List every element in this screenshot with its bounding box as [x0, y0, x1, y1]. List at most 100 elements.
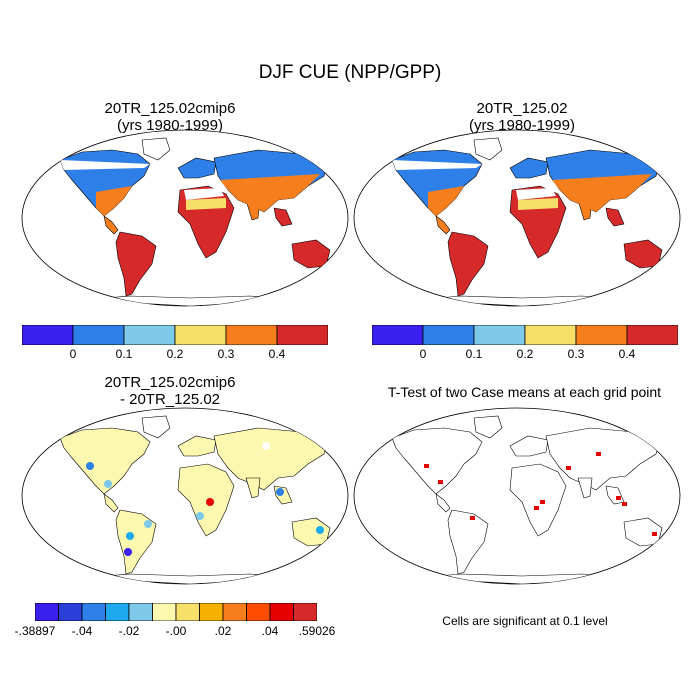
ticks3-label-2: -.02 — [118, 624, 140, 638]
panel2-title: 20TR_125.02 (yrs 1980-1999) — [362, 100, 682, 134]
cbar2-swatch-2 — [473, 325, 526, 345]
cbar1-swatch-1 — [72, 325, 125, 345]
map-panel-4 — [353, 407, 681, 585]
panel3-title-line2: - 20TR_125.02 — [119, 391, 221, 408]
cbar3-swatch-11 — [293, 603, 317, 621]
ticks1-label-2: 0.2 — [166, 347, 184, 361]
cbar3-swatch-6 — [175, 603, 200, 621]
map3-land-antarctica — [79, 573, 301, 584]
panel4-title: T-Test of two Case means at each grid po… — [387, 384, 662, 400]
map4-land-antarctica — [411, 573, 633, 584]
map2-arctic-band — [392, 160, 482, 170]
cbar2-swatch-0 — [372, 325, 424, 345]
ticks3-label-5: .04 — [261, 624, 279, 638]
map1-land-europe — [177, 157, 217, 179]
map1-sahel-band — [186, 198, 226, 210]
map4-land-greenland — [473, 415, 503, 439]
colorbar-ticks-panel-1: 0 0.1 0.2 0.3 0.4 — [22, 347, 328, 363]
map1-land-centralAmerica — [103, 215, 119, 235]
map4-sig-cell-1 — [438, 480, 443, 484]
map2-land-antarctica — [411, 295, 633, 306]
panel2-title-line1: 20TR_125.02 — [476, 100, 568, 117]
map1-sahara-band — [184, 188, 224, 200]
ticks2-label-1: 0.1 — [465, 347, 483, 361]
map4-sig-cell-8 — [566, 466, 571, 470]
cbar2-swatch-5 — [626, 325, 678, 345]
map3-diff-spot-5 — [196, 512, 204, 520]
cbar1-swatch-0 — [22, 325, 74, 345]
cbar3-swatch-3 — [105, 603, 130, 621]
panel1-title: 20TR_125.02cmip6 (yrs 1980-1999) — [10, 100, 330, 134]
ticks3-label-3: -.00 — [165, 624, 187, 638]
map3-diff-spot-8 — [276, 488, 284, 496]
ticks1-label-1: 0.1 — [115, 347, 133, 361]
cbar3-swatch-1 — [58, 603, 83, 621]
map4-sig-cell-3 — [534, 506, 539, 510]
colorbar-panel-1 — [22, 325, 328, 345]
map3-land-europe — [177, 435, 217, 457]
cbar3-swatch-4 — [128, 603, 153, 621]
map2-land-seAsia — [605, 207, 625, 227]
panel1-title-line2: (yrs 1980-1999) — [117, 117, 223, 134]
map4-land-group — [391, 415, 663, 584]
ticks2-label-3: 0.3 — [567, 347, 585, 361]
map4-sig-cell-9 — [596, 452, 601, 456]
ticks3-label-6: .59026 — [298, 624, 336, 638]
map4-sig-cell-4 — [616, 496, 621, 500]
map-panel-3 — [21, 407, 349, 585]
colorbar-panel-2 — [372, 325, 678, 345]
map2-land-group — [391, 137, 663, 306]
map1-asia-south-band — [220, 174, 320, 212]
map-panel-2 — [353, 129, 681, 307]
panel3-title-line1: 20TR_125.02cmip6 — [104, 374, 236, 391]
ticks3-label-4: .02 — [214, 624, 232, 638]
ticks3-label-0: -.38897 — [14, 624, 56, 638]
map1-land-southAmerica — [115, 231, 157, 297]
map4-land-india — [577, 477, 593, 499]
ticks2-label-0: 0 — [419, 347, 427, 361]
ticks1-label-0: 0 — [69, 347, 77, 361]
map2-asia-south-band — [552, 174, 652, 212]
map4-sig-cell-0 — [424, 464, 429, 468]
map4-land-europe — [509, 435, 549, 457]
figure-title: DJF CUE (NPP/GPP) — [258, 62, 442, 83]
cbar2-swatch-4 — [575, 325, 628, 345]
colorbar-panel-3 — [35, 603, 317, 621]
map2-land-centralAmerica — [435, 215, 451, 235]
map3-diff-spot-10 — [144, 520, 152, 528]
ticks3-label-1: -.04 — [71, 624, 93, 638]
ticks2-label-2: 0.2 — [516, 347, 534, 361]
cbar3-swatch-0 — [35, 603, 59, 621]
map4-land-centralAmerica — [435, 493, 451, 513]
map2-land-greenland — [473, 137, 503, 161]
map3-land-africa — [177, 463, 235, 537]
map2-land-southAmerica — [447, 231, 489, 297]
map4-land-southAmerica — [447, 509, 489, 575]
map1-land-greenland — [141, 137, 171, 161]
cbar1-swatch-5 — [276, 325, 328, 345]
ticks1-label-4: 0.4 — [268, 347, 286, 361]
map4-land-northAmerica — [391, 427, 483, 495]
map3-diff-spot-1 — [104, 480, 112, 488]
map2-sahel-band — [518, 198, 558, 210]
panel1-title-line1: 20TR_125.02cmip6 — [104, 100, 236, 117]
ticks2-label-4: 0.4 — [618, 347, 636, 361]
cbar3-swatch-9 — [246, 603, 271, 621]
map2-land-europe — [509, 157, 549, 179]
map3-land-greenland — [141, 415, 171, 439]
panel3-title: 20TR_125.02cmip6 - 20TR_125.02 — [10, 374, 330, 408]
map1-land-seAsia — [273, 207, 293, 227]
map2-na-south-band — [428, 186, 464, 216]
cbar2-swatch-3 — [524, 325, 577, 345]
colorbar-ticks-panel-2: 0 0.1 0.2 0.3 0.4 — [372, 347, 678, 363]
ticks1-label-3: 0.3 — [217, 347, 235, 361]
map2-sahara-band — [516, 188, 556, 200]
significance-note: Cells are significant at 0.1 level — [442, 614, 608, 628]
cbar1-swatch-3 — [174, 325, 227, 345]
cbar3-swatch-2 — [81, 603, 106, 621]
cbar3-swatch-5 — [152, 603, 177, 621]
map1-land-group — [59, 137, 331, 306]
cbar3-swatch-10 — [269, 603, 294, 621]
map3-diff-spot-3 — [124, 548, 132, 556]
cbar3-swatch-7 — [199, 603, 224, 621]
